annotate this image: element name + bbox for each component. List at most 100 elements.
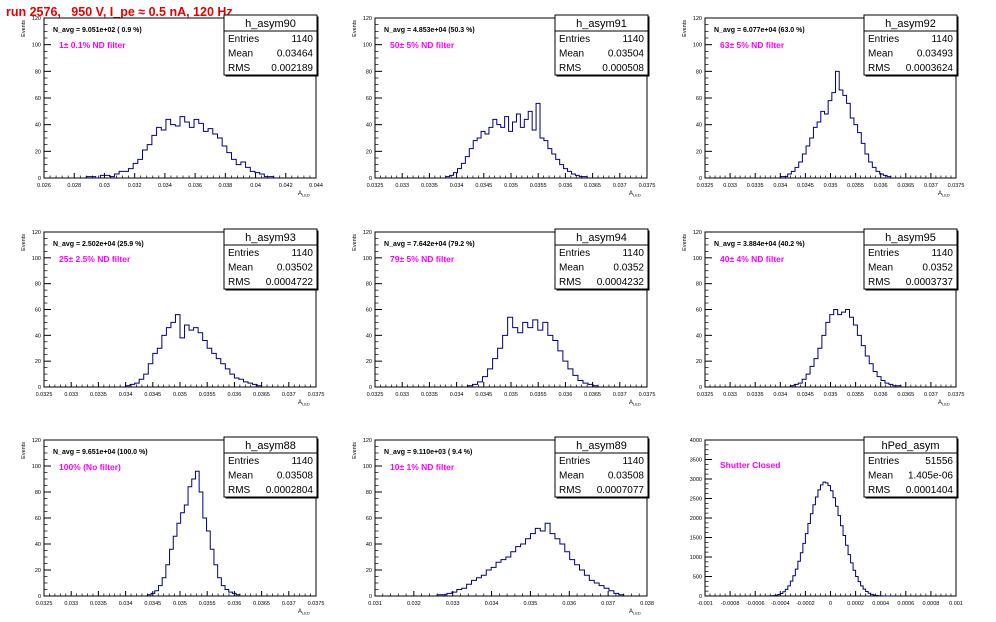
histogram-line bbox=[436, 522, 625, 596]
stats-value: 0.0002804 bbox=[266, 485, 314, 496]
x-tick-label: 0.0365 bbox=[897, 392, 914, 398]
y-tick-label: 0 bbox=[369, 594, 372, 600]
histogram-name: h_asym94 bbox=[576, 232, 627, 244]
stats-label: Mean bbox=[228, 263, 253, 274]
x-tick-label: 0.033 bbox=[64, 392, 78, 398]
stats-value: 1140 bbox=[291, 456, 313, 467]
y-tick-label: 100 bbox=[363, 256, 372, 262]
x-tick-label: 0.0345 bbox=[475, 183, 492, 189]
x-tick-label: 0.035 bbox=[504, 183, 518, 189]
x-tick-label: 0.044 bbox=[309, 183, 323, 189]
x-tick-label: 0.034 bbox=[158, 183, 172, 189]
stats-value: 0.03504 bbox=[608, 49, 645, 60]
stats-label: Entries bbox=[228, 456, 259, 467]
y-tick-label: 40 bbox=[366, 333, 372, 339]
histogram-line bbox=[85, 116, 275, 179]
y-tick-label: 40 bbox=[366, 542, 372, 548]
y-tick-label: 120 bbox=[693, 16, 702, 22]
stats-value: 1140 bbox=[291, 34, 313, 45]
x-tick-label: 0.0375 bbox=[308, 601, 325, 607]
filter-label: 40± 4% ND filter bbox=[720, 254, 785, 264]
y-tick-label: 100 bbox=[32, 256, 41, 262]
stats-value: 0.03508 bbox=[608, 471, 645, 482]
y-axis-title: Events bbox=[21, 442, 27, 459]
x-tick-label: 0.0325 bbox=[36, 601, 53, 607]
x-tick-label: 0.036 bbox=[874, 392, 888, 398]
stats-box bbox=[863, 14, 958, 76]
y-tick-label: 80 bbox=[696, 282, 702, 288]
stats-box bbox=[223, 14, 318, 76]
stats-value: 0.0007077 bbox=[597, 485, 645, 496]
x-tick-label: 0.033 bbox=[395, 183, 409, 189]
y-axis-title: Events bbox=[21, 234, 27, 251]
y-tick-label: 0 bbox=[699, 385, 702, 391]
x-tick-label: 0.0325 bbox=[697, 183, 714, 189]
stats-label: RMS bbox=[868, 63, 891, 74]
y-tick-label: 40 bbox=[696, 123, 702, 129]
stats-box bbox=[554, 14, 649, 76]
y-tick-label: 20 bbox=[696, 149, 702, 155]
x-tick-label: 0.0365 bbox=[253, 601, 270, 607]
histogram-line bbox=[146, 470, 241, 596]
x-tick-label: -0.0006 bbox=[746, 601, 765, 607]
x-tick-label: 0.0355 bbox=[199, 392, 216, 398]
histogram-panel-h_asym89: 0.031 0.032 0.033 0.034 0.035 0.036 0.037 0.038… bbox=[352, 436, 654, 616]
histogram-line bbox=[466, 316, 599, 387]
histogram-line bbox=[767, 481, 894, 597]
y-tick-label: 60 bbox=[696, 96, 702, 102]
filter-label: 10± 1% ND filter bbox=[390, 462, 455, 472]
x-tick-label: 0.032 bbox=[407, 601, 421, 607]
y-axis-title: Events bbox=[682, 234, 688, 251]
x-tick-label: 0.0345 bbox=[475, 392, 492, 398]
stats-value: 1140 bbox=[931, 248, 953, 259]
y-tick-label: 80 bbox=[696, 69, 702, 75]
histogram-name: h_asym89 bbox=[576, 440, 627, 452]
x-tick-label: 0.0365 bbox=[584, 183, 601, 189]
histogram-panel-h_asym91: 0.0325 0.033 0.0335 0.034 0.0345 0.035 0.0355 0… bbox=[352, 14, 655, 198]
x-tick-label: 0.036 bbox=[559, 392, 573, 398]
x-tick-label: 0.034 bbox=[450, 392, 464, 398]
x-tick-label: 0.033 bbox=[64, 601, 78, 607]
y-axis-title: Events bbox=[682, 20, 688, 37]
stats-label: Entries bbox=[228, 248, 259, 259]
x-tick-label: 0.0335 bbox=[747, 183, 764, 189]
x-tick-label: 0.032 bbox=[128, 183, 142, 189]
x-tick-label: -0.0004 bbox=[771, 601, 790, 607]
x-tick-label: 0.034 bbox=[773, 183, 787, 189]
y-tick-label: 20 bbox=[35, 149, 41, 155]
x-tick-label: 0.037 bbox=[613, 392, 627, 398]
x-axis-title: ALED bbox=[938, 191, 950, 198]
stats-label: RMS bbox=[559, 277, 582, 288]
y-tick-label: 40 bbox=[35, 123, 41, 129]
x-tick-label: 0.034 bbox=[773, 392, 787, 398]
x-tick-label: 0.0375 bbox=[308, 392, 325, 398]
x-tick-label: 0.035 bbox=[824, 392, 838, 398]
stats-value: 0.000508 bbox=[602, 63, 644, 74]
histogram-panel-h_asym90: 0.026 0.028 0.03 0.032 0.034 0.036 0.038 0.04 0.… bbox=[21, 14, 323, 198]
y-tick-label: 1000 bbox=[690, 555, 702, 561]
x-tick-label: 0.035 bbox=[524, 601, 538, 607]
histogram-name: h_asym92 bbox=[885, 18, 936, 30]
x-tick-label: 0.04 bbox=[250, 183, 261, 189]
y-tick-label: 100 bbox=[693, 43, 702, 49]
y-tick-label: 100 bbox=[363, 464, 372, 470]
x-tick-label: 0.0335 bbox=[90, 601, 107, 607]
histogram-name: h_asym90 bbox=[245, 18, 296, 30]
stats-value: 1.405e-06 bbox=[908, 471, 953, 482]
x-tick-label: 0.0355 bbox=[847, 183, 864, 189]
x-tick-label: 0.036 bbox=[562, 601, 576, 607]
y-tick-label: 0 bbox=[38, 176, 41, 182]
x-tick-label: 0.036 bbox=[874, 183, 888, 189]
x-tick-label: 0.0375 bbox=[948, 392, 965, 398]
x-axis-title: ALED bbox=[938, 400, 950, 407]
y-tick-label: 0 bbox=[699, 176, 702, 182]
stats-value: 0.0004232 bbox=[597, 277, 645, 288]
y-tick-label: 4000 bbox=[690, 438, 702, 444]
histogram-panel-h_asym93: 0.0325 0.033 0.0335 0.034 0.0345 0.035 0.0355 0… bbox=[21, 228, 325, 407]
histogram-name: h_asym88 bbox=[245, 440, 296, 452]
y-tick-label: 60 bbox=[366, 308, 372, 314]
x-tick-label: 0.035 bbox=[504, 392, 518, 398]
y-axis-title: Events bbox=[352, 442, 358, 459]
x-tick-label: 0.037 bbox=[924, 392, 938, 398]
x-tick-label: 0.0355 bbox=[847, 392, 864, 398]
